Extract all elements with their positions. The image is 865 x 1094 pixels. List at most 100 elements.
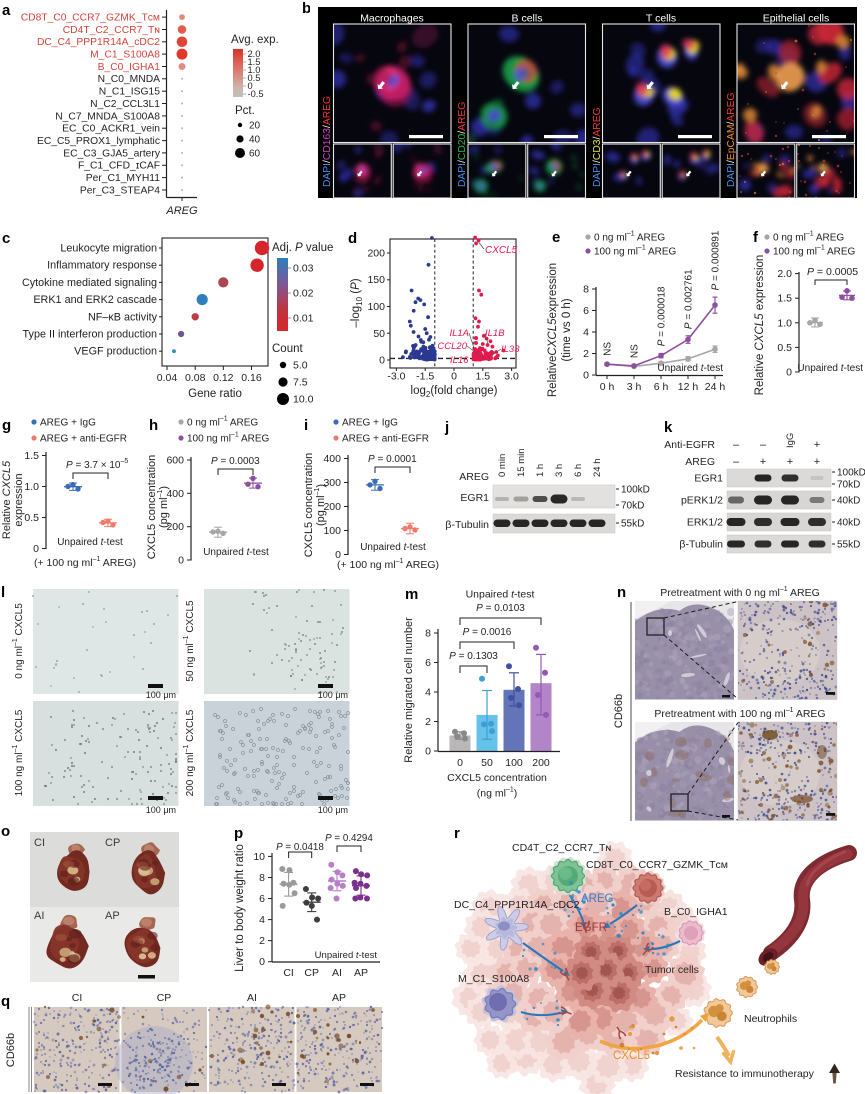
svg-text:0: 0 [583,370,589,382]
svg-text:CXCL5 concentration: CXCL5 concentration [447,772,547,784]
svg-text:EGR1: EGR1 [460,492,489,504]
svg-text:(+ 100 ng ml–1 AREG): (+ 100 ng ml–1 AREG) [34,556,136,569]
svg-text:Per_C3_STEAP4: Per_C3_STEAP4 [80,185,160,196]
svg-text:k: k [664,419,673,436]
svg-text:24 h: 24 h [592,459,603,478]
svg-text:+: + [760,456,766,468]
svg-text:0: 0 [379,355,385,367]
svg-text:AREG: AREG [685,456,715,468]
svg-text:-1.5: -1.5 [416,371,434,383]
svg-text:Macrophages: Macrophages [360,13,424,25]
svg-text:CD66b: CD66b [613,694,625,728]
svg-text:f: f [753,229,759,246]
svg-text:P = 0.0103: P = 0.0103 [476,603,525,614]
svg-text:NF–κB activity: NF–κB activity [88,311,158,323]
svg-text:P = 0.0003: P = 0.0003 [211,456,260,467]
svg-text:(ng ml–1): (ng ml–1) [477,787,517,800]
svg-text:CD4T_C2_CCR7_Tɴ: CD4T_C2_CCR7_Tɴ [63,25,161,36]
svg-text:Unpaired t-test: Unpaired t-test [657,363,723,374]
svg-text:CCL20: CCL20 [437,341,467,352]
svg-text:m: m [405,586,418,603]
svg-text:AREG + anti-EGFR: AREG + anti-EGFR [342,434,429,445]
svg-text:0.03: 0.03 [293,263,314,275]
svg-text:8: 8 [425,628,431,640]
svg-text:5.0: 5.0 [293,360,308,372]
svg-text:200: 200 [166,521,184,533]
svg-text:AP: AP [354,967,368,979]
svg-text:–: – [733,456,740,468]
svg-text:100: 100 [367,301,385,313]
svg-text:B_C0_IGHA1: B_C0_IGHA1 [664,906,728,918]
svg-text:0.16: 0.16 [241,372,262,384]
svg-text:20: 20 [249,121,261,132]
svg-text:e: e [552,229,560,246]
svg-text:RelativeCXCL5expression: RelativeCXCL5expression [547,263,559,397]
svg-text:c: c [2,230,10,247]
svg-text:B_C0_IGHA1: B_C0_IGHA1 [98,62,161,73]
svg-text:p: p [234,825,243,842]
svg-text:r: r [454,825,460,842]
svg-text:Pretreatment with 100 ng ml–1: Pretreatment with 100 ng ml–1 AREG [654,707,825,720]
svg-text:100 ng ml–1 AREG: 100 ng ml–1 AREG [187,432,270,445]
svg-text:B cells: B cells [512,13,543,25]
svg-text:Relative CXCL5 expression: Relative CXCL5 expression [754,255,766,396]
svg-text:100 ng ml–1 CXCL5: 100 ng ml–1 CXCL5 [12,709,25,796]
svg-text:ERK1/2: ERK1/2 [687,517,723,529]
svg-text:2.0: 2.0 [248,49,261,59]
svg-text:Unpaired t-test: Unpaired t-test [203,547,269,558]
svg-text:AI: AI [332,967,342,979]
svg-text:IL1A: IL1A [449,328,469,339]
svg-text:100 μm: 100 μm [146,805,176,815]
svg-text:CXCL5 concentration: CXCL5 concentration [146,455,158,560]
svg-text:0.02: 0.02 [293,288,314,300]
svg-text:100 μm: 100 μm [318,690,348,700]
svg-text:CXCL5: CXCL5 [613,1050,650,1062]
svg-text:j: j [444,419,449,436]
svg-text:Type II interferon production: Type II interferon production [23,329,157,341]
svg-text:6: 6 [425,657,431,669]
svg-text:24 h: 24 h [705,381,726,393]
svg-text:70kD: 70kD [621,501,644,512]
svg-text:0: 0 [178,555,184,567]
svg-text:60: 60 [249,149,261,160]
svg-text:n: n [617,584,626,601]
svg-text:M_C1_S100A8: M_C1_S100A8 [458,973,529,985]
svg-text:Inflammatory response: Inflammatory response [47,260,157,272]
svg-text:3 h: 3 h [554,464,565,477]
svg-text:15 min: 15 min [516,448,527,477]
svg-text:0.04: 0.04 [157,372,178,384]
svg-text:600: 600 [166,455,184,467]
svg-text:4: 4 [259,914,265,926]
svg-text:DAPI/CD20/AREG: DAPI/CD20/AREG [457,102,468,187]
svg-text:0: 0 [451,371,457,383]
svg-text:Adj. P value: Adj. P value [272,242,333,254]
svg-text:CP: CP [105,837,120,849]
svg-text:P = 3.7 × 10–5: P = 3.7 × 10–5 [66,458,128,471]
svg-text:P = 0.1303: P = 0.1303 [449,651,498,662]
svg-text:β-Tubulin: β-Tubulin [445,519,489,531]
svg-text:2.0: 2.0 [777,268,792,280]
svg-text:4: 4 [425,687,431,699]
svg-text:0.5: 0.5 [777,342,792,354]
svg-text:N_C1_ISG15: N_C1_ISG15 [99,87,161,98]
svg-text:7.5: 7.5 [293,377,308,389]
svg-text:NS: NS [630,344,641,358]
svg-text:0.01: 0.01 [293,313,314,325]
svg-text:CD66b: CD66b [5,1033,17,1067]
svg-text:P = 0.0016: P = 0.0016 [463,627,512,638]
svg-text:EGR1: EGR1 [694,473,723,485]
svg-text:10: 10 [253,851,265,863]
svg-text:200: 200 [367,248,385,260]
svg-text:3 h: 3 h [627,381,642,393]
svg-text:AI: AI [247,992,257,1004]
svg-text:+: + [787,456,793,468]
svg-text:AREG + IgG: AREG + IgG [342,418,398,429]
svg-text:EGFR: EGFR [575,922,607,934]
svg-text:55kD: 55kD [837,540,860,551]
svg-text:g: g [2,417,11,434]
svg-text:3.0: 3.0 [504,371,519,383]
svg-text:100: 100 [323,525,341,537]
svg-text:0 ng ml–1 CXCL5: 0 ng ml–1 CXCL5 [12,603,25,679]
svg-text:q: q [1,993,10,1010]
svg-text:2: 2 [259,935,265,947]
